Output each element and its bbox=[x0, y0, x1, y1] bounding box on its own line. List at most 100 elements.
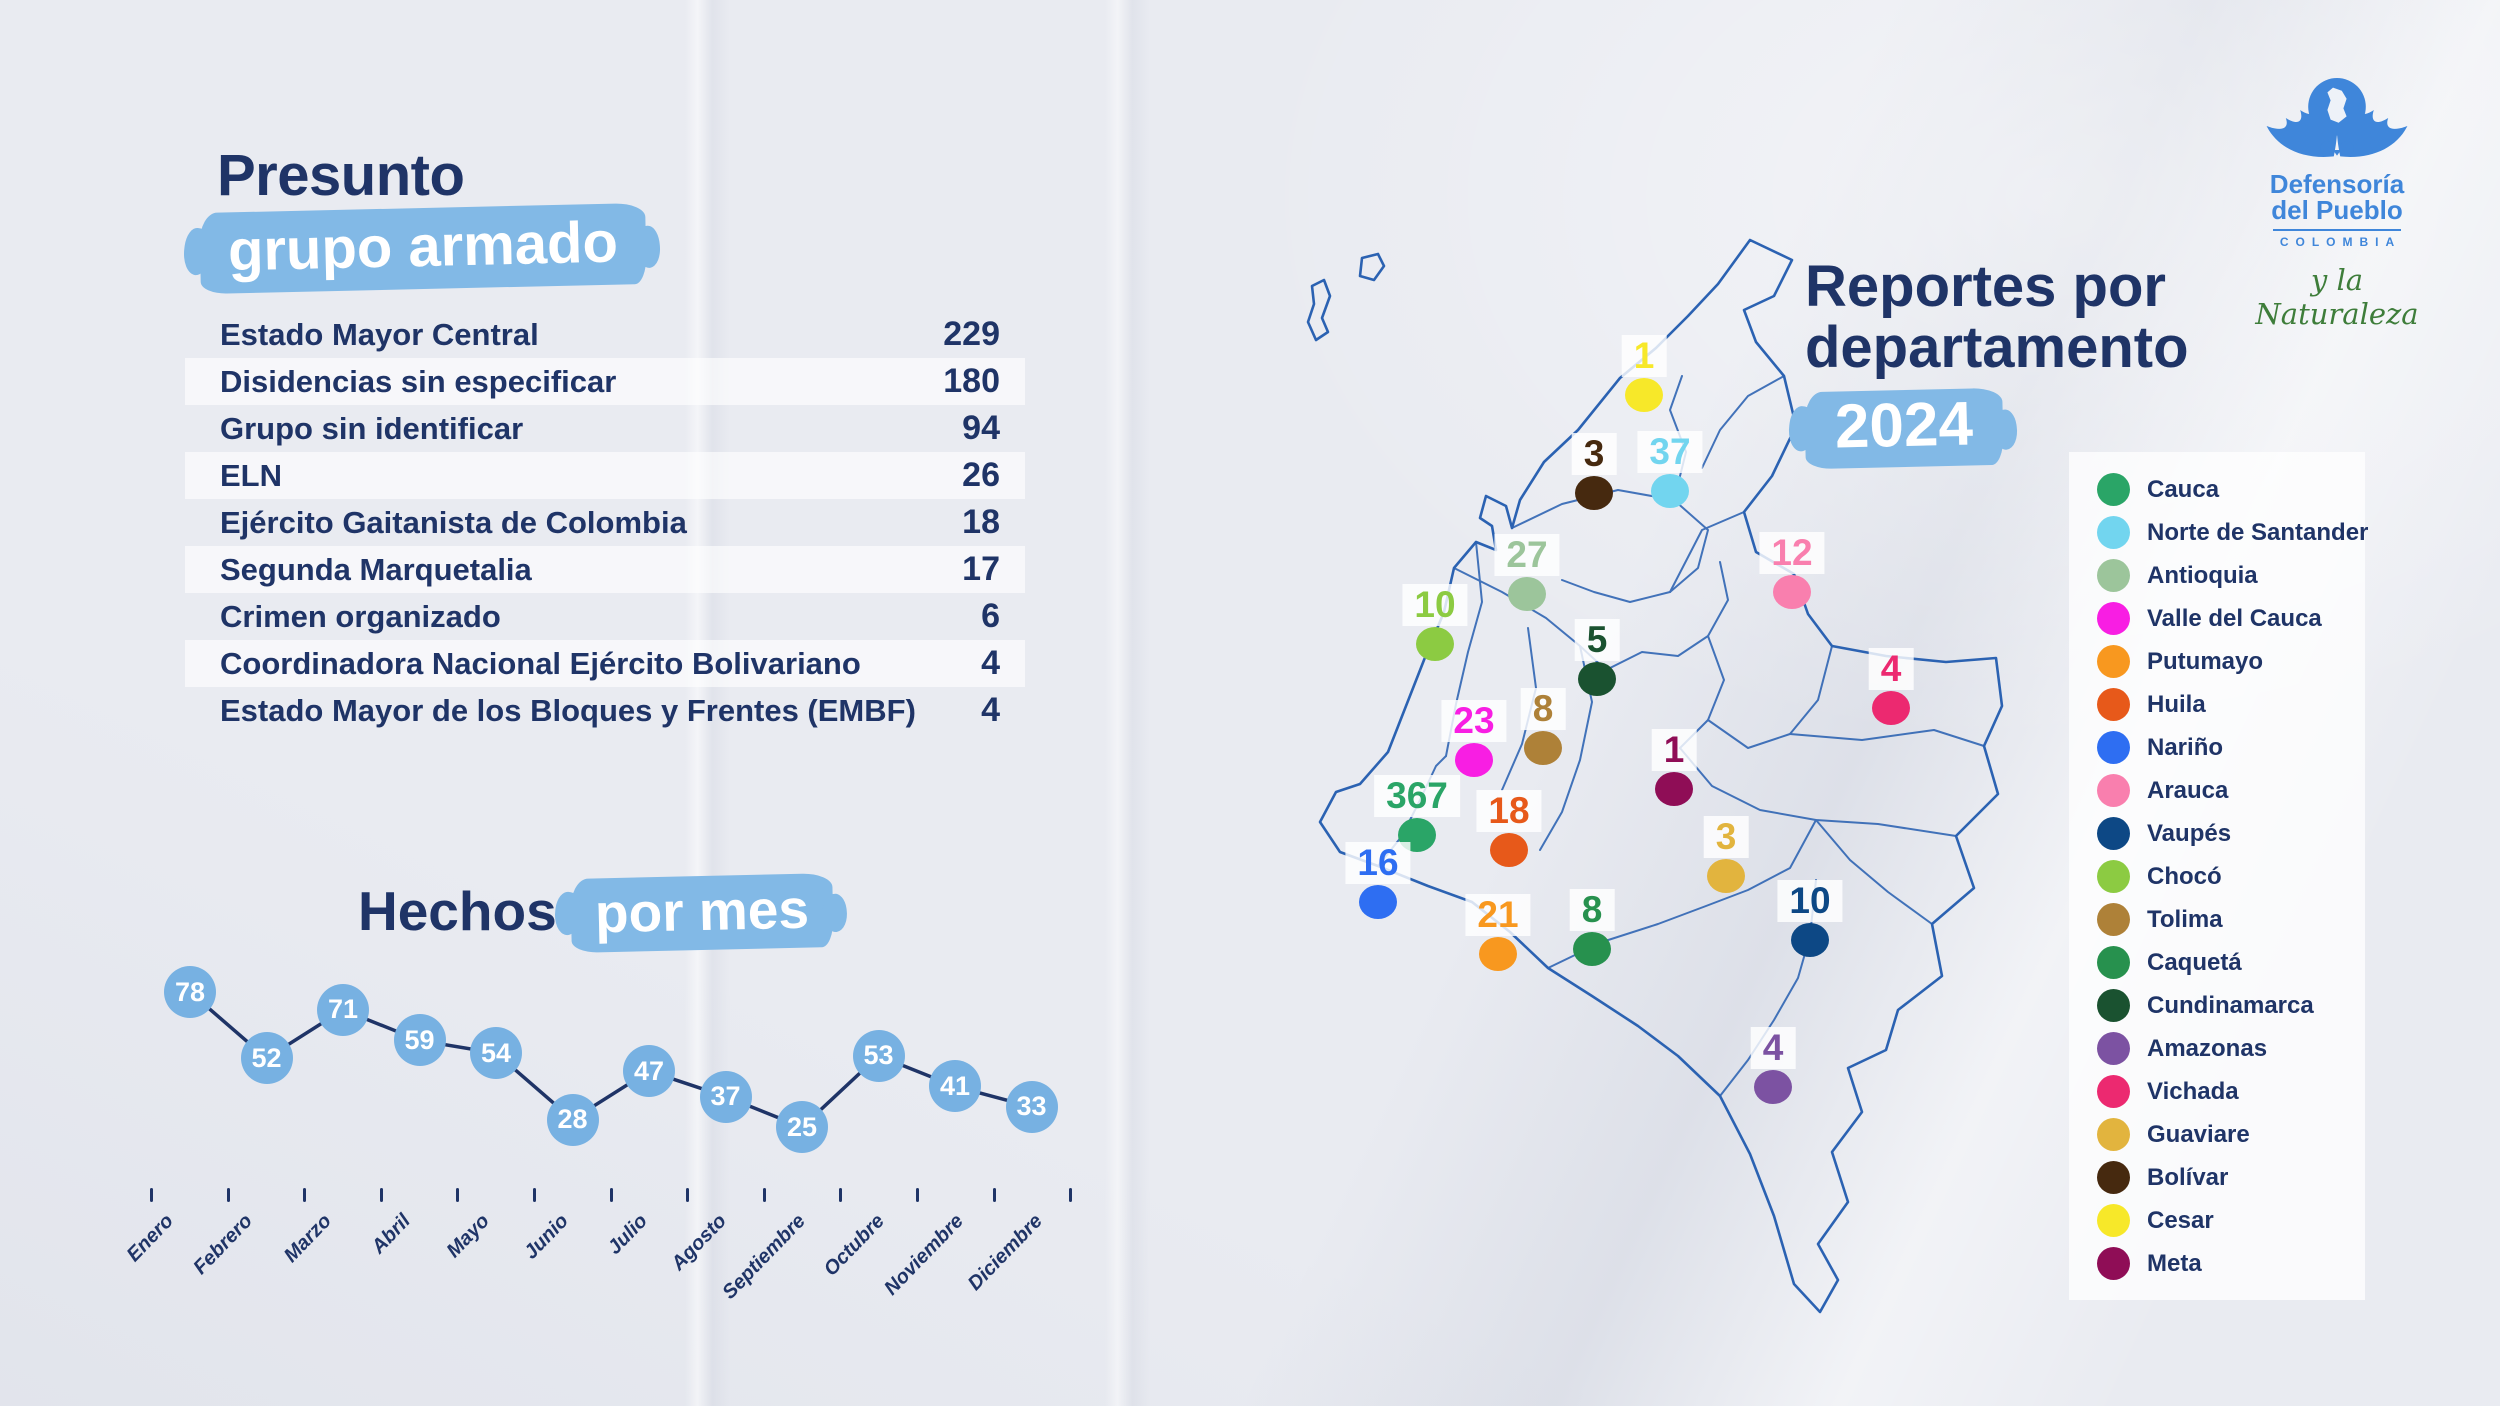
colombia-silhouette-icon bbox=[2327, 87, 2347, 123]
legend-color-dot bbox=[2097, 946, 2130, 979]
map-marker-value: 3 bbox=[1703, 816, 1749, 858]
armed-group-label: Estado Mayor de los Bloques y Frentes (E… bbox=[220, 692, 916, 728]
armed-group-row: Crimen organizado 6 bbox=[185, 593, 1025, 640]
axis-tick bbox=[992, 1188, 996, 1202]
map-outline bbox=[1318, 238, 2004, 1314]
legend-color-dot bbox=[2097, 860, 2130, 893]
armed-group-row: Coordinadora Nacional Ejército Bolivaria… bbox=[185, 640, 1025, 687]
legend-item: Guaviare bbox=[2097, 1113, 2365, 1156]
map-marker-value: 8 bbox=[1520, 688, 1566, 730]
map-marker-value: 12 bbox=[1759, 532, 1825, 574]
year-badge: 2024 bbox=[1804, 387, 2004, 470]
legend-item: Arauca bbox=[2097, 769, 2365, 812]
chart-point: 33 bbox=[1005, 1080, 1058, 1133]
legend-label: Antioquia bbox=[2147, 561, 2258, 589]
logo-divider bbox=[2273, 229, 2401, 231]
axis-tick bbox=[533, 1188, 536, 1202]
legend-label: Vichada bbox=[2147, 1077, 2239, 1105]
legend-label: Tolima bbox=[2147, 905, 2223, 933]
axis-tick bbox=[226, 1188, 230, 1202]
legend-item: Antioquia bbox=[2097, 554, 2365, 597]
axis-tick bbox=[839, 1188, 843, 1202]
legend-item: Tolima bbox=[2097, 898, 2365, 941]
legend-color-dot bbox=[2097, 645, 2130, 678]
legend-label: Cauca bbox=[2147, 475, 2220, 503]
chart-point: 25 bbox=[776, 1101, 828, 1154]
map-marker-value: 4 bbox=[1750, 1027, 1796, 1069]
legend-label: Guaviare bbox=[2147, 1120, 2250, 1148]
map-marker-dot bbox=[1575, 476, 1613, 510]
legend-color-dot bbox=[2097, 774, 2130, 807]
legend-item: Cundinamarca bbox=[2097, 984, 2365, 1027]
armed-groups-list: Estado Mayor Central 229 Disidencias sin e… bbox=[185, 311, 1025, 734]
armed-group-label: Grupo sin identificar bbox=[220, 410, 524, 446]
legend-color-dot bbox=[2097, 1247, 2130, 1280]
map-marker-value: 37 bbox=[1637, 431, 1703, 473]
map-marker-dot bbox=[1524, 731, 1562, 765]
map-marker-dot bbox=[1359, 885, 1397, 919]
legend-item: Vichada bbox=[2097, 1070, 2365, 1113]
logo-country: COLOMBIA bbox=[2279, 235, 2402, 249]
armed-group-title-line1: Presunto bbox=[217, 143, 465, 208]
legend-item: Caquetá bbox=[2097, 941, 2365, 984]
chart-point: 37 bbox=[699, 1070, 752, 1123]
legend-label: Cesar bbox=[2147, 1206, 2214, 1234]
legend-item: Bolívar bbox=[2097, 1156, 2365, 1199]
legend-color-dot bbox=[2097, 1161, 2130, 1194]
legend-label: Nariño bbox=[2147, 733, 2224, 761]
map-marker-dot bbox=[1479, 937, 1517, 971]
legend-color-dot bbox=[2097, 688, 2130, 721]
map-marker-value: 367 bbox=[1374, 775, 1460, 817]
legend-label: Meta bbox=[2147, 1249, 2202, 1277]
chart-point: 54 bbox=[470, 1027, 522, 1080]
monthly-chart-title: Hechos por mes bbox=[358, 873, 834, 953]
armed-group-label: Crimen organizado bbox=[220, 598, 501, 634]
map-marker-value: 21 bbox=[1465, 894, 1531, 936]
legend-label: Putumayo bbox=[2147, 647, 2264, 675]
map-marker-value: 27 bbox=[1494, 534, 1560, 576]
legend-color-dot bbox=[2097, 473, 2130, 506]
map-marker-value: 4 bbox=[1868, 648, 1914, 690]
legend-item: Cesar bbox=[2097, 1199, 2365, 1242]
legend-color-dot bbox=[2097, 731, 2130, 764]
map-marker-value: 1 bbox=[1651, 729, 1697, 771]
armed-group-value: 94 bbox=[962, 409, 1000, 447]
map-marker-dot bbox=[1773, 575, 1811, 609]
map-marker-dot bbox=[1625, 378, 1663, 412]
map-marker-dot bbox=[1455, 743, 1493, 777]
axis-tick bbox=[762, 1188, 766, 1202]
chart-point: 59 bbox=[393, 1014, 446, 1067]
legend-item: Amazonas bbox=[2097, 1027, 2365, 1070]
armed-group-row: Segunda Marquetalia 17 bbox=[185, 546, 1025, 593]
map-marker-dot bbox=[1791, 923, 1829, 957]
legend-label: Vaupés bbox=[2147, 819, 2232, 847]
monthly-chart-title-highlight: por mes bbox=[569, 873, 834, 953]
map-marker-dot bbox=[1490, 833, 1528, 867]
armed-group-row: ELN 26 bbox=[185, 452, 1025, 499]
map-marker-dot bbox=[1872, 691, 1910, 725]
legend-label: Cundinamarca bbox=[2147, 991, 2314, 1019]
legend-label: Huila bbox=[2147, 690, 2206, 718]
armed-group-row: Disidencias sin especificar 180 bbox=[185, 358, 1025, 405]
armed-group-value: 17 bbox=[962, 550, 1000, 588]
legend-color-dot bbox=[2097, 989, 2130, 1022]
legend-color-dot bbox=[2097, 602, 2130, 635]
armed-group-value: 180 bbox=[943, 362, 1000, 400]
armed-group-label: ELN bbox=[220, 457, 282, 493]
defensoria-logo: Defensoría del Pueblo COLOMBIA y la Natu… bbox=[2237, 70, 2437, 331]
armed-group-value: 18 bbox=[962, 503, 1000, 541]
map-marker-dot bbox=[1754, 1070, 1792, 1104]
chart-point: 41 bbox=[929, 1060, 981, 1113]
armed-group-label: Coordinadora Nacional Ejército Bolivaria… bbox=[220, 645, 861, 681]
legend-item: Huila bbox=[2097, 683, 2365, 726]
legend-item: Chocó bbox=[2097, 855, 2365, 898]
logo-name-line1: Defensoría bbox=[2269, 169, 2405, 199]
monthly-chart-title-plain: Hechos bbox=[358, 880, 557, 942]
chart-point: 53 bbox=[852, 1029, 905, 1082]
armed-group-row: Ejército Gaitanista de Colombia 18 bbox=[185, 499, 1025, 546]
map-title-line2: departamento bbox=[1805, 315, 2189, 381]
map-marker-value: 10 bbox=[1777, 880, 1843, 922]
legend-color-dot bbox=[2097, 1075, 2130, 1108]
map-marker-value: 3 bbox=[1571, 433, 1617, 475]
armed-group-label: Disidencias sin especificar bbox=[220, 363, 617, 399]
